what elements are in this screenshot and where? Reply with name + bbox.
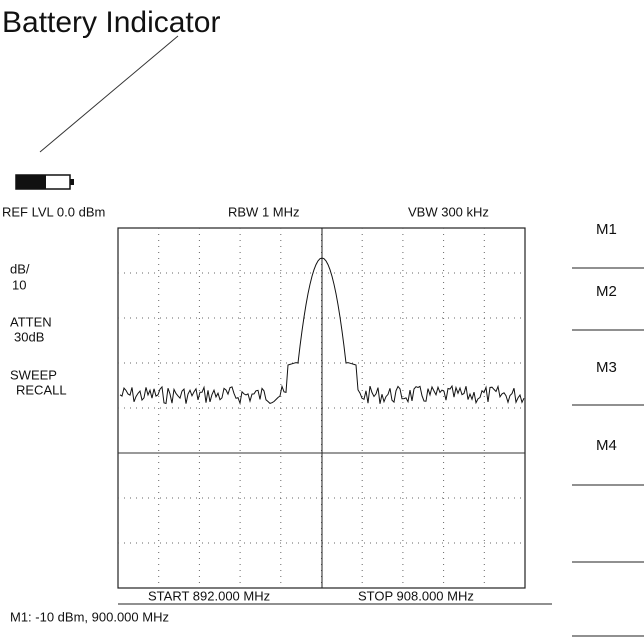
side-label: 30dB <box>14 329 44 344</box>
side-label: ATTEN <box>10 314 52 329</box>
callout-label: Battery Indicator <box>2 6 220 39</box>
side-label: dB/ <box>10 261 30 276</box>
stop-freq: STOP 908.000 MHz <box>358 588 474 603</box>
rbw: RBW 1 MHz <box>228 204 300 219</box>
ref-level: REF LVL 0.0 dBm <box>2 204 105 219</box>
softkey-label[interactable]: M3 <box>596 359 617 376</box>
softkeys: M1 M2 M3 M4 <box>572 221 644 637</box>
softkey-label[interactable]: M1 <box>596 221 617 238</box>
battery-icon <box>15 174 74 190</box>
trace <box>119 257 525 406</box>
side-label: RECALL <box>16 382 67 397</box>
callout-pointer <box>39 35 179 153</box>
start-freq: START 892.000 MHz <box>148 588 270 603</box>
softkey-label[interactable]: M2 <box>596 283 617 300</box>
side-label: 10 <box>12 277 26 292</box>
softkey-label[interactable]: M4 <box>596 437 617 454</box>
graticule <box>118 228 525 588</box>
marker-readout: M1: -10 dBm, 900.000 MHz <box>10 609 169 624</box>
side-label: SWEEP <box>10 367 57 382</box>
vbw: VBW 300 kHz <box>408 204 489 219</box>
